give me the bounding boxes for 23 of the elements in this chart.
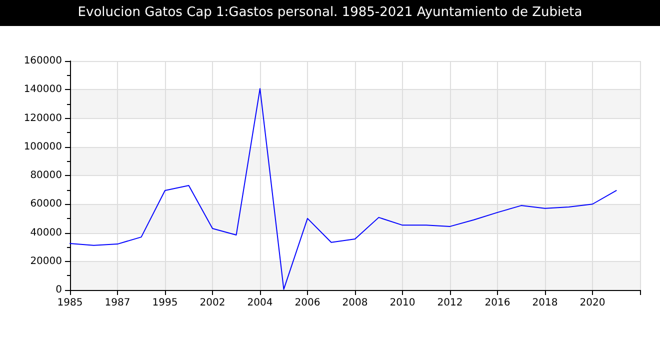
y-tick-label: 140000: [24, 84, 62, 96]
x-tick-label: 2018: [532, 298, 558, 308]
x-tick-label: 1985: [57, 298, 83, 308]
y-tick-label: 0: [56, 284, 62, 296]
x-tick-label: 1995: [152, 298, 178, 308]
y-tick-label: 160000: [24, 56, 62, 66]
x-tick-label: 2020: [580, 298, 606, 308]
y-tick-label: 100000: [24, 141, 62, 152]
y-tick-label: 120000: [24, 112, 62, 124]
y-tick-label: 20000: [30, 256, 62, 267]
x-tick-label: 2004: [247, 298, 273, 308]
line-series: [70, 88, 617, 290]
x-tick-label: 1987: [104, 298, 130, 308]
x-tick-label: 2010: [390, 298, 416, 308]
y-tick-label: 60000: [30, 198, 62, 210]
x-tick-label: 2008: [342, 298, 368, 308]
x-tick-label: 2006: [294, 298, 320, 308]
x-tick-label: 2016: [484, 298, 510, 308]
y-tick-label: 40000: [30, 227, 62, 238]
y-tick-label: 80000: [30, 170, 62, 181]
x-tick-label: 2012: [437, 298, 463, 308]
x-tick-label: 2002: [200, 298, 226, 308]
chart-title: Evolucion Gatos Cap 1:Gastos personal. 1985-2021 Ayuntamiento de Zubieta: [0, 0, 660, 26]
